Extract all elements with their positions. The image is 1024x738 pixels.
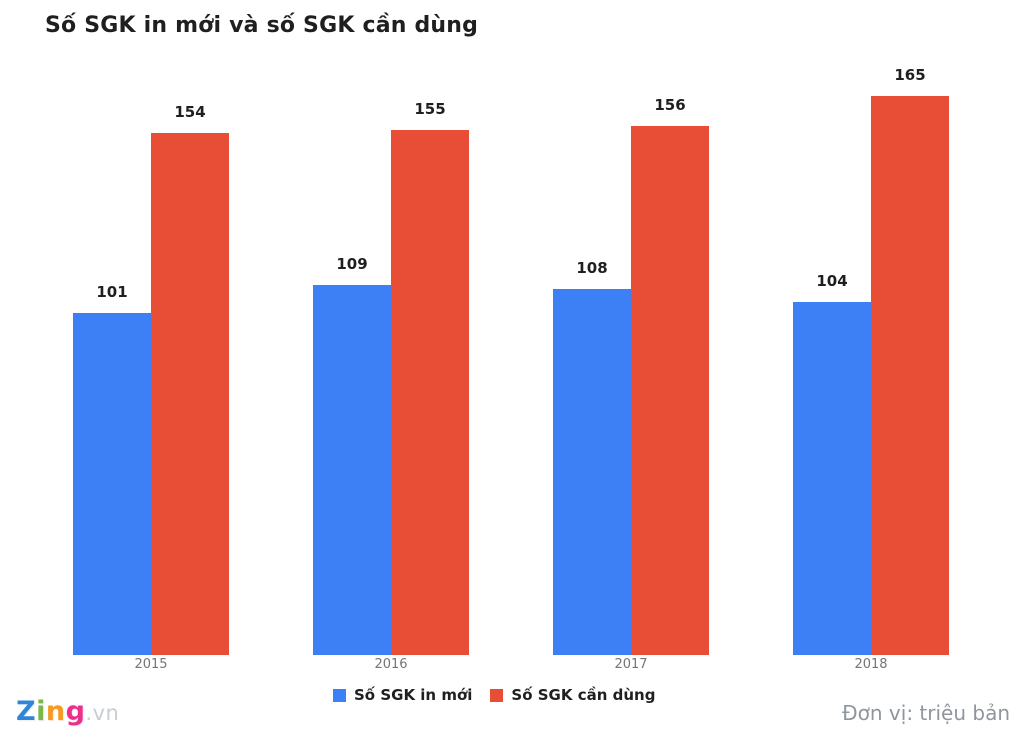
bar-so-sgk-can-dung-2017 xyxy=(631,126,709,655)
logo-letter: i xyxy=(36,696,46,727)
bar-value-label-so-sgk-in-moi-2016: 109 xyxy=(336,255,368,273)
bar-so-sgk-can-dung-2015 xyxy=(151,133,229,655)
legend-swatch-icon xyxy=(490,688,504,702)
bar-value-label-so-sgk-can-dung-2015: 154 xyxy=(174,103,206,121)
bar-value-label-so-sgk-in-moi-2017: 108 xyxy=(576,259,608,277)
legend-label: Số SGK cần dùng xyxy=(511,686,656,704)
x-axis-label-2018: 2018 xyxy=(854,657,888,672)
logo-letter: g xyxy=(65,696,86,727)
bar-so-sgk-in-moi-2016 xyxy=(313,285,391,655)
bar-so-sgk-in-moi-2017 xyxy=(553,289,631,655)
zing-logo: Zing.vn xyxy=(16,696,119,727)
legend: Số SGK in mới Số SGK cần dùng xyxy=(333,686,655,704)
bar-value-label-so-sgk-can-dung-2017: 156 xyxy=(654,96,686,114)
bar-so-sgk-can-dung-2016 xyxy=(391,130,469,655)
bar-value-label-so-sgk-can-dung-2018: 165 xyxy=(894,66,926,84)
chart-title: Số SGK in mới và số SGK cần dùng xyxy=(45,13,479,38)
bar-so-sgk-in-moi-2015 xyxy=(73,313,151,655)
legend-label: Số SGK in mới xyxy=(354,686,473,704)
bar-so-sgk-in-moi-2018 xyxy=(793,302,871,655)
bar-value-label-so-sgk-can-dung-2016: 155 xyxy=(414,100,446,118)
legend-swatch-icon xyxy=(333,688,346,702)
x-axis-label-2017: 2017 xyxy=(614,657,648,672)
x-axis-label-2015: 2015 xyxy=(134,657,168,672)
legend-item-so-sgk-in-moi: Số SGK in mới xyxy=(333,686,472,704)
logo-letter: Z xyxy=(16,696,37,727)
x-axis-label-2016: 2016 xyxy=(374,657,408,672)
logo-letter: n xyxy=(45,696,66,727)
bar-value-label-so-sgk-in-moi-2015: 101 xyxy=(96,283,128,301)
logo-suffix: .vn xyxy=(85,701,120,725)
unit-label: Đơn vị: triệu bản xyxy=(842,701,1010,725)
bar-value-label-so-sgk-in-moi-2018: 104 xyxy=(816,272,848,290)
legend-item-so-sgk-can-dung: Số SGK cần dùng xyxy=(490,686,655,704)
bar-so-sgk-can-dung-2018 xyxy=(871,96,949,655)
